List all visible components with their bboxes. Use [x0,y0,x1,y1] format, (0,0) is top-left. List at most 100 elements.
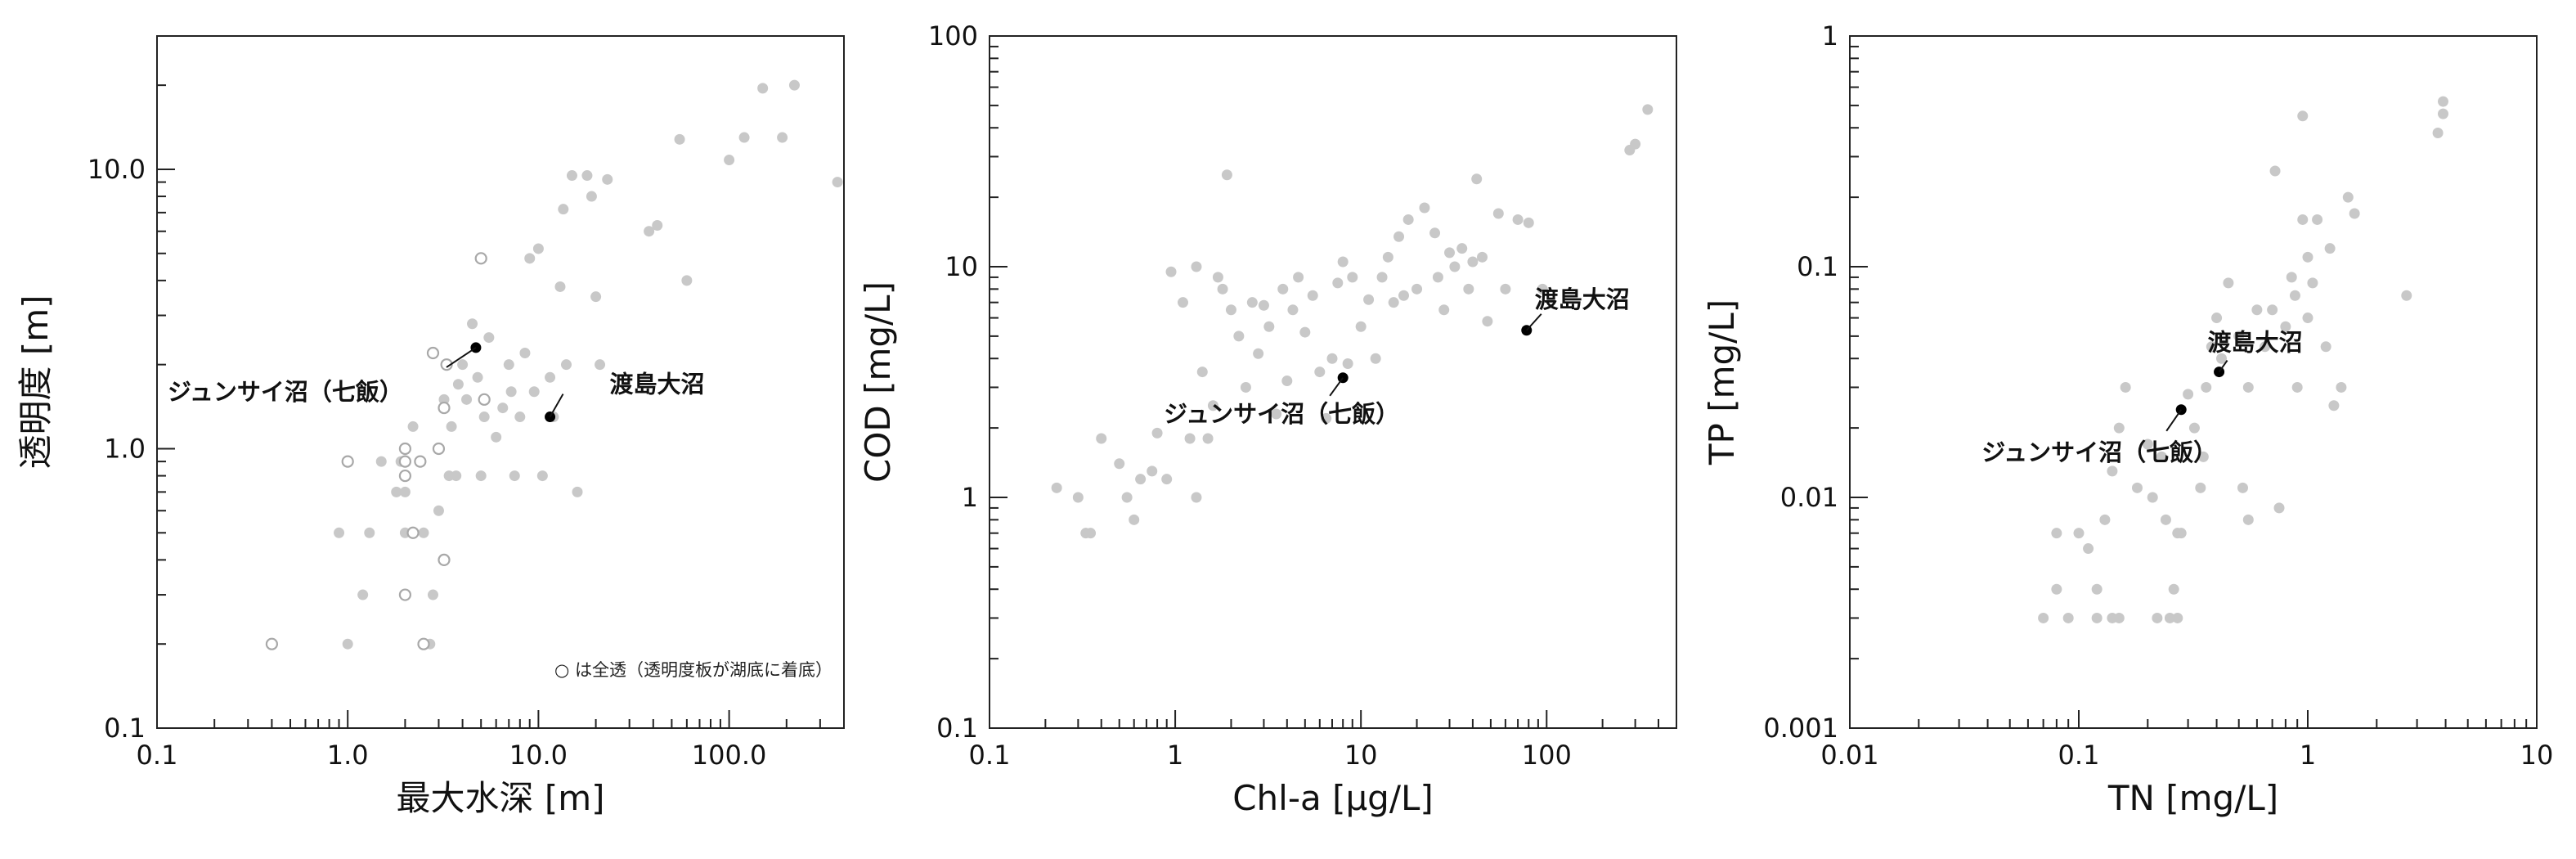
data-point [1402,214,1414,225]
data-point [491,431,502,443]
annotation-label: 渡島大沼 [1535,286,1630,313]
data-point [418,527,429,538]
data-point [558,204,569,215]
data-point [2051,583,2062,595]
data-point [2160,514,2171,525]
data-point [1151,427,1163,438]
data-point [1471,173,1483,185]
data-point [342,638,353,650]
data-point [757,83,769,94]
data-point [1051,482,1062,493]
data-point [1072,492,1084,503]
data-point [652,219,663,231]
data-point [2437,108,2448,119]
annotation-leader [549,394,564,418]
data-point [777,132,788,143]
data-point [1332,277,1344,289]
data-point [497,403,509,414]
y-tick-label: 0.1 [104,713,146,744]
x-tick-label: 10.0 [509,740,568,771]
data-point [2297,110,2309,122]
data-point [1463,283,1474,295]
data-point [1281,376,1293,387]
data-point [1482,316,1493,327]
data-point [452,379,464,390]
data-point [1177,297,1188,308]
x-tick-label: 10 [1344,740,1378,771]
data-point [1363,294,1375,305]
data-point [1492,208,1504,219]
data-point [2107,465,2118,477]
data-point [2211,313,2223,324]
x-tick-label: 0.1 [969,740,1011,771]
data-point [2280,321,2291,332]
data-point [503,359,514,371]
data-point [1537,283,1548,295]
plot-frame [1849,35,2538,729]
data-point [1240,381,1251,393]
data-point [1642,104,1654,115]
data-point-open [432,442,446,456]
x-tick-label: 0.1 [137,740,178,771]
data-point [2297,214,2309,225]
y-axis-title: TP [mg/L] [1702,299,1742,465]
data-point [2113,612,2125,623]
data-point [581,170,593,182]
data-point [2432,128,2444,139]
x-axis-title: 最大水深 [m] [396,778,604,818]
data-point [1630,138,1641,150]
data-point [1444,247,1456,259]
y-tick-label: 0.1 [1797,251,1838,282]
data-point [1326,353,1338,364]
y-tick-label: 1 [1822,20,1838,52]
data-point [1225,304,1236,316]
data-point [2324,243,2336,254]
data-point [2175,528,2187,539]
data-point [2168,583,2179,595]
data-point [738,132,750,143]
data-point [438,394,450,405]
data-point [1438,304,1450,316]
data-point [566,170,577,182]
data-point [1271,408,1282,420]
data-point-open [341,455,354,468]
data-point [2131,482,2143,493]
data-point [1523,217,1534,228]
data-point [1085,528,1097,539]
data-point [1196,367,1208,378]
data-point [2156,451,2167,462]
data-point [433,505,444,516]
data-point [1398,290,1410,301]
data-point [2091,583,2103,595]
x-tick-label: 0.01 [1820,740,1878,771]
data-point [446,421,457,432]
data-point [478,412,490,423]
data-point [1202,433,1214,444]
data-point [2113,422,2125,434]
data-point [1246,297,1258,308]
data-point [560,359,572,371]
plot-frame [989,35,1677,729]
data-point [2307,277,2318,289]
data-point [1382,251,1393,263]
data-point [2267,304,2278,316]
data-point [375,456,387,467]
data-point [2083,543,2094,555]
data-point [519,348,531,359]
data-point [2289,290,2300,301]
data-point [2188,422,2200,434]
data-point [2147,492,2158,503]
data-point [2269,165,2281,177]
data-point [1500,283,1511,295]
annotation-leader [446,347,477,368]
data-point [467,318,478,330]
data-point [674,133,685,145]
data-point [1184,433,1196,444]
data-point [2073,528,2085,539]
x-tick-label: 1.0 [327,740,369,771]
data-point [1355,321,1367,332]
data-point [399,486,411,497]
data-point [407,421,419,432]
data-point [1221,169,1232,181]
data-point [2328,400,2340,412]
